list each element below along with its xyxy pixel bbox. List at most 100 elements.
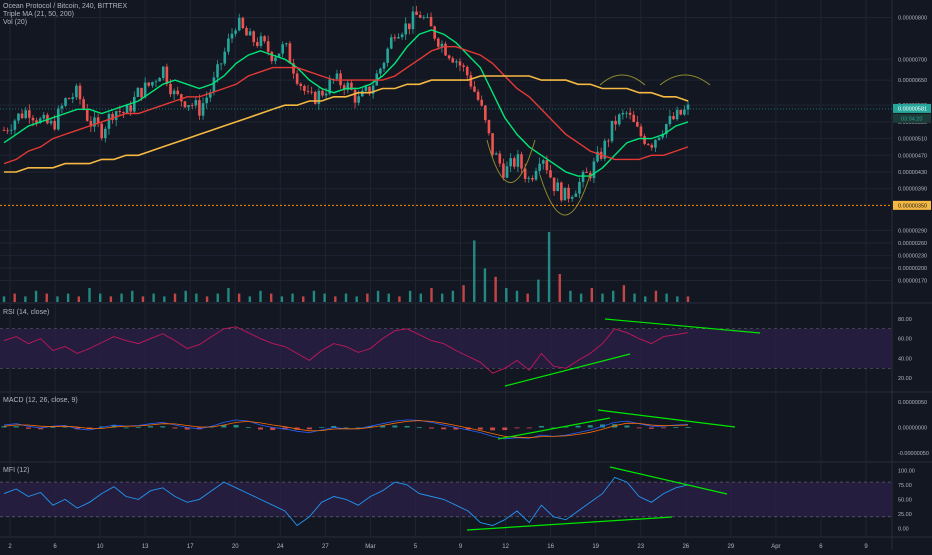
macd-histogram-bar xyxy=(111,425,117,428)
candle-body xyxy=(321,90,324,96)
x-tick-label: 19 xyxy=(592,544,599,550)
candle-body xyxy=(386,48,389,63)
candle-body xyxy=(295,73,299,84)
volume-bar xyxy=(302,296,305,302)
macd-histogram-bar xyxy=(13,426,19,428)
volume-bar xyxy=(451,290,455,302)
volume-bar xyxy=(408,290,412,302)
volume-bar xyxy=(547,232,551,302)
candle-body xyxy=(617,114,621,125)
y-tick-label: 0.00000510 xyxy=(898,137,927,143)
volume-bar xyxy=(109,296,113,302)
volume-bar xyxy=(66,293,70,302)
macd-trendline-upper xyxy=(597,409,736,428)
x-tick-label: 6 xyxy=(53,544,57,550)
x-tick-label: 27 xyxy=(322,544,329,550)
volume-legend: Vol (20) xyxy=(3,19,28,26)
candle-body xyxy=(675,109,679,120)
macd-histogram-bar xyxy=(453,427,459,430)
candle-body xyxy=(400,34,404,38)
candle-body xyxy=(368,86,371,94)
mfi-legend: MFI (12) xyxy=(3,467,30,474)
candle-body xyxy=(104,128,107,139)
candle-body xyxy=(436,38,440,47)
candle-body xyxy=(426,16,429,18)
candle-body xyxy=(560,182,563,201)
rsi-y-tick-label: 60.00 xyxy=(898,337,912,343)
support-price-label: 0.00000350 xyxy=(898,203,927,209)
volume-bar xyxy=(601,293,604,302)
candle-body xyxy=(49,120,53,124)
candle-body xyxy=(408,23,411,30)
volume-bar xyxy=(505,288,508,302)
macd-histogram-bar xyxy=(367,426,373,428)
volume-bar xyxy=(323,293,326,302)
candle-body xyxy=(353,89,357,103)
x-tick-label: 6 xyxy=(819,544,823,550)
candle-body xyxy=(107,113,111,129)
annotation-arc xyxy=(486,139,536,183)
macd-signal-line xyxy=(3,420,689,439)
candle-body xyxy=(371,85,375,94)
candle-body xyxy=(465,66,469,76)
candle-body xyxy=(585,171,588,173)
candle-body xyxy=(274,57,277,62)
volume-bar xyxy=(676,296,679,302)
volume-bar xyxy=(665,293,668,302)
countdown-label: 03:04:20 xyxy=(901,116,922,122)
x-tick-label: Mar xyxy=(365,544,375,550)
macd-histogram-bar xyxy=(416,427,422,429)
volume-bar xyxy=(569,290,572,302)
candle-body xyxy=(143,82,147,98)
candle-body xyxy=(625,112,628,114)
macd-histogram-bar xyxy=(1,426,7,428)
candle-body xyxy=(42,114,46,119)
moving-average-line-ma-21 xyxy=(3,29,689,177)
candle-body xyxy=(270,51,274,62)
macd-histogram-bar xyxy=(636,427,642,429)
volume-bar xyxy=(269,293,273,302)
rsi-trendline-lower xyxy=(504,353,631,387)
volume-bar xyxy=(355,296,358,302)
candle-body xyxy=(2,130,6,132)
candle-body xyxy=(360,90,364,97)
candle-body xyxy=(60,105,64,109)
candle-body xyxy=(505,166,509,178)
macd-histogram-bar xyxy=(575,425,581,428)
y-tick-label: 0.00000470 xyxy=(898,153,927,159)
candle-body xyxy=(64,98,67,106)
volume-bar xyxy=(462,285,465,302)
volume-bar xyxy=(430,288,433,302)
annotation-arc xyxy=(659,74,711,86)
candle-body xyxy=(512,158,516,167)
volume-bar xyxy=(77,296,81,302)
candle-body xyxy=(462,65,465,67)
x-tick-label: 17 xyxy=(187,544,194,550)
candle-body xyxy=(357,96,360,103)
macd-histogram-bar xyxy=(184,427,190,430)
macd-histogram-bar xyxy=(502,427,508,431)
candle-body xyxy=(136,87,140,97)
y-tick-label: 0.00000430 xyxy=(898,170,927,176)
volume-bar xyxy=(216,293,219,302)
macd-histogram-bar xyxy=(648,427,654,429)
candle-body xyxy=(111,113,114,120)
y-tick-label: 0.00000260 xyxy=(898,241,927,247)
candle-body xyxy=(85,108,89,121)
candle-body xyxy=(487,120,491,134)
volume-bar xyxy=(387,293,390,302)
volume-bar xyxy=(440,293,444,302)
candle-body xyxy=(252,31,256,43)
macd-histogram-bar xyxy=(233,424,239,428)
candle-body xyxy=(75,85,78,98)
y-tick-label: 0.00000700 xyxy=(898,57,927,63)
candle-body xyxy=(632,114,636,122)
volume-bar xyxy=(473,240,476,302)
y-tick-label: 0.00000200 xyxy=(898,266,927,272)
candle-body xyxy=(614,120,617,125)
candle-body xyxy=(165,66,169,84)
candle-body xyxy=(317,90,321,104)
candle-body xyxy=(180,94,183,102)
